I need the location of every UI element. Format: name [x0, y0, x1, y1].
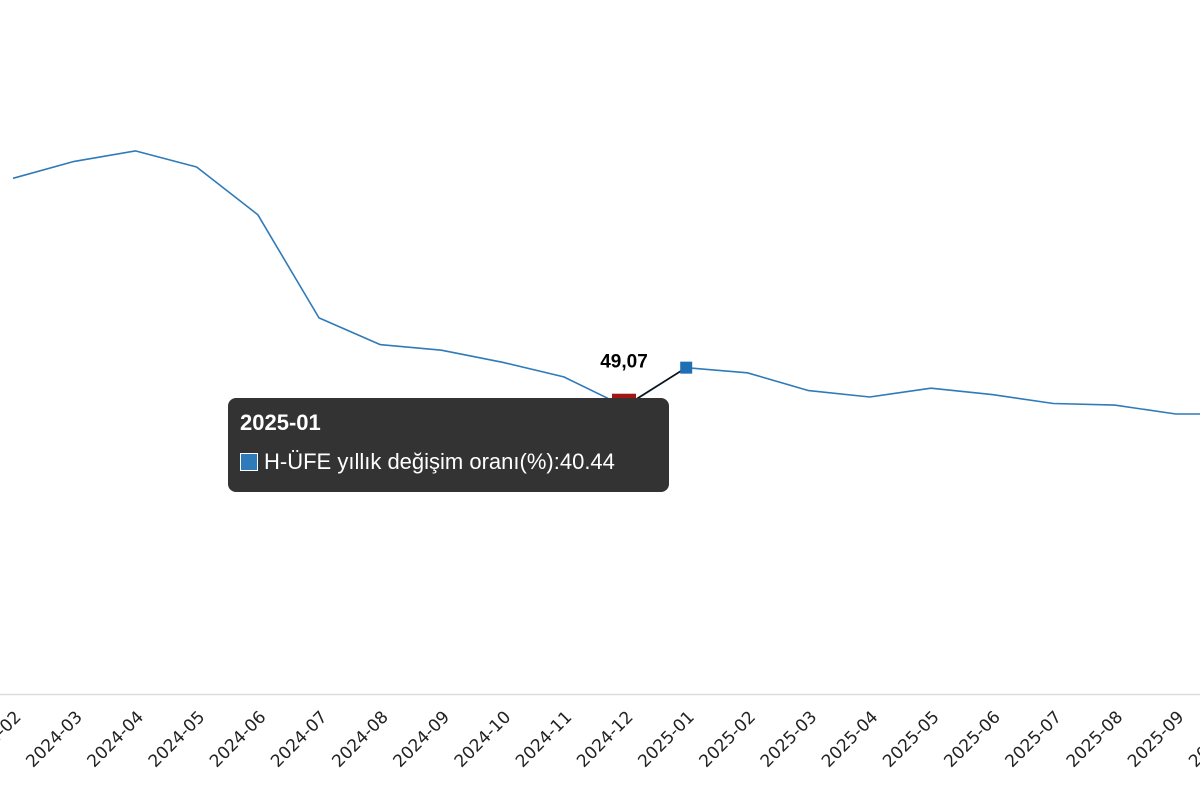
x-tick-label: 2025-04	[818, 707, 882, 771]
tooltip-series-swatch	[240, 453, 258, 471]
x-tick-label: 2025-01	[634, 707, 698, 771]
x-tick-label: 2025-09	[1124, 707, 1188, 771]
x-tick-label: 2025-05	[879, 707, 943, 771]
chart-tooltip: 2025-01 H-ÜFE yıllık değişim oranı(%): 4…	[228, 398, 669, 492]
highlight-data-label: 49,07	[600, 352, 648, 373]
label-layer: 49,07	[600, 352, 648, 373]
x-tick-label: 2024-12	[573, 707, 637, 771]
x-tick-label: 2024-07	[267, 707, 331, 771]
x-axis: 2024-022024-032024-042024-052024-062024-…	[0, 693, 1200, 772]
x-tick-label: 2025-06	[940, 707, 1004, 771]
x-tick-label: 2025-03	[757, 707, 821, 771]
active-point-marker[interactable]	[680, 361, 693, 374]
x-tick-label: 2024-02	[0, 707, 26, 771]
series-line	[12, 150, 1200, 415]
x-tick-label: 2024-03	[22, 707, 86, 771]
x-tick-label: 2024-09	[390, 707, 454, 771]
x-tick-label: 2024-11	[512, 707, 576, 771]
x-tick-label: 2025-07	[1002, 707, 1066, 771]
x-tick-label: 2024-10	[451, 707, 515, 771]
x-tick-label: 2025-02	[696, 707, 760, 771]
tooltip-body: H-ÜFE yıllık değişim oranı(%): 40.44	[240, 449, 657, 475]
tooltip-title: 2025-01	[240, 410, 321, 435]
x-tick-label: 2025-08	[1063, 707, 1127, 771]
tooltip-separator: :	[553, 449, 560, 474]
tooltip-series-name: H-ÜFE yıllık değişim oranı(%)	[264, 449, 554, 474]
x-tick-label: 2024-05	[145, 707, 209, 771]
x-tick-label: 2025-10	[1185, 707, 1200, 771]
tooltip-value: 40.44	[559, 449, 615, 474]
x-tick-label: 2024-04	[84, 707, 148, 771]
x-tick-label: 2024-08	[328, 707, 392, 771]
x-tick-label: 2024-06	[206, 707, 270, 771]
series-layer	[12, 150, 1200, 415]
